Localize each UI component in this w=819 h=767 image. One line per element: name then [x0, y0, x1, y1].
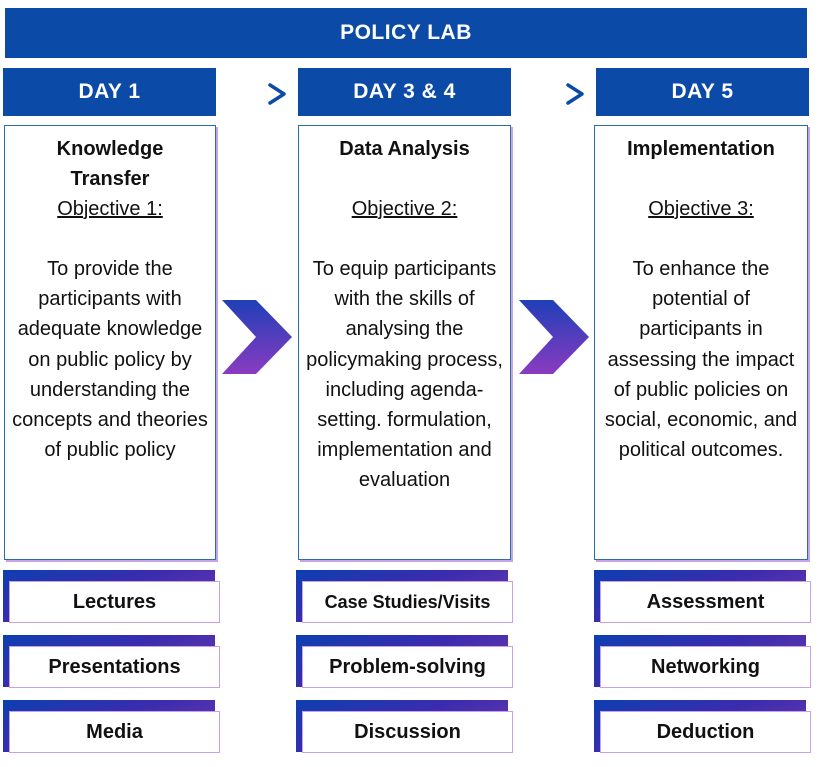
card-description: To equip participants with the skills of… — [306, 258, 503, 492]
day-1-header: DAY 1 — [3, 68, 216, 116]
card-objective: Objective 1: — [57, 198, 163, 220]
day-3-4-header: DAY 3 & 4 — [298, 68, 511, 116]
chip-media: Media — [9, 711, 220, 753]
chip-presentations: Presentations — [9, 646, 220, 688]
policy-lab-banner: POLICY LAB — [5, 8, 807, 58]
day-1-card: Knowledge Transfer Objective 1: To provi… — [4, 125, 216, 560]
chevron-right-icon — [222, 300, 292, 374]
right-arrow-icon — [226, 83, 286, 105]
chip-case-studies-visits: Case Studies/Visits — [302, 581, 513, 623]
card-description: To provide the participants with adequat… — [12, 258, 208, 462]
chevron-right-icon — [519, 300, 589, 374]
card-description: To enhance the potential of participants… — [604, 258, 798, 462]
day-5-card: Implementation Objective 3: To enhance t… — [594, 125, 808, 560]
card-objective: Objective 2: — [351, 198, 458, 220]
chip-assessment: Assessment — [600, 581, 811, 623]
card-title: Knowledge Transfer — [56, 138, 164, 190]
card-title: Implementation — [627, 138, 775, 160]
chip-lectures: Lectures — [9, 581, 220, 623]
right-arrow-icon — [524, 83, 584, 105]
day-3-4-card: Data Analysis Objective 2: To equip part… — [298, 125, 511, 560]
chip-deduction: Deduction — [600, 711, 811, 753]
card-title: Data Analysis — [339, 138, 470, 160]
chip-discussion: Discussion — [302, 711, 513, 753]
chip-problem-solving: Problem-solving — [302, 646, 513, 688]
chip-networking: Networking — [600, 646, 811, 688]
card-objective: Objective 3: — [648, 198, 754, 220]
day-5-header: DAY 5 — [596, 68, 809, 116]
